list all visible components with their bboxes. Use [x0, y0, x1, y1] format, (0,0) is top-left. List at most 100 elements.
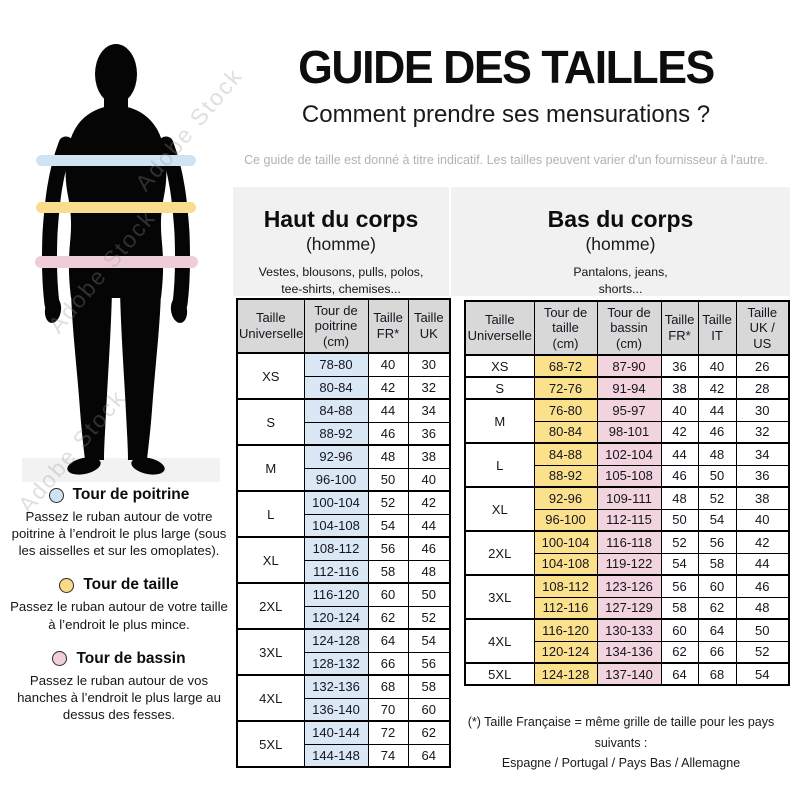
waist-measurement-band — [36, 202, 196, 213]
value-cell: 44 — [735, 552, 790, 576]
value-cell: 74 — [367, 743, 409, 768]
value-cell: 56 — [697, 530, 737, 554]
table-row: S 84-88 44 34 — [236, 398, 451, 446]
size-label: L — [464, 442, 535, 488]
male-silhouette-illustration — [22, 44, 220, 482]
column-header: Taille UK / US — [735, 300, 790, 356]
value-cell: 50 — [367, 467, 409, 492]
value-cell: 34 — [735, 442, 790, 466]
size-label: 5XL — [236, 720, 305, 768]
hip-measurement-band — [35, 256, 198, 268]
value-cell: 34 — [407, 398, 451, 423]
column-header: Taille IT — [697, 300, 737, 356]
legend-description: Passez le ruban autour de votre poitrine… — [11, 509, 227, 559]
table-row: S 72-76 91-94 38 42 28 — [464, 376, 790, 400]
chest-measurement-band — [36, 155, 196, 166]
table-row: XS 78-80 40 30 — [236, 352, 451, 400]
table-row: M 92-96 48 38 — [236, 444, 451, 492]
value-cell: 78-80 — [303, 352, 369, 377]
size-label: 3XL — [464, 574, 535, 620]
value-cell: 56 — [660, 574, 699, 598]
size-label: XL — [236, 536, 305, 584]
value-cell: 40 — [735, 508, 790, 532]
value-cell: 96-100 — [303, 467, 369, 492]
value-cell: 140-144 — [303, 720, 369, 745]
page-subtitle: Comment prendre ses mensurations ? — [301, 101, 711, 128]
value-cell: 112-116 — [303, 559, 369, 584]
page-title: GUIDE DES TAILLES — [298, 41, 715, 93]
hip-color-icon — [52, 651, 68, 667]
table-row: 104-108 119-122 54 58 44 — [465, 552, 790, 576]
size-label: 5XL — [464, 662, 535, 686]
value-cell: 68-72 — [533, 354, 598, 378]
table-row: 3XL 108-112 123-126 56 60 46 — [464, 574, 790, 620]
value-cell: 38 — [407, 444, 451, 469]
value-cell: 46 — [407, 536, 451, 561]
size-label: 4XL — [464, 618, 535, 664]
value-cell: 56 — [367, 536, 409, 561]
value-cell: 54 — [660, 552, 699, 576]
lower-body-size-table: Taille Universelle Tour de taille (cm) Tou… — [464, 300, 790, 686]
value-cell: 119-122 — [596, 552, 662, 576]
size-label: 3XL — [236, 628, 305, 676]
value-cell: 50 — [660, 508, 699, 532]
table-row: 96-100 50 40 — [237, 467, 451, 492]
size-label: 2XL — [236, 582, 305, 630]
value-cell: 91-94 — [596, 376, 662, 400]
value-cell: 46 — [367, 421, 409, 446]
value-cell: 68 — [697, 662, 737, 686]
value-cell: 38 — [660, 376, 699, 400]
size-label: S — [236, 398, 305, 446]
table-row: 112-116 58 48 — [237, 559, 451, 584]
value-cell: 54 — [367, 513, 409, 538]
upper-body-gender: (homme) — [305, 234, 376, 254]
silhouette-body — [41, 44, 191, 475]
value-cell: 70 — [367, 697, 409, 722]
value-cell: 60 — [407, 697, 451, 722]
value-cell: 80-84 — [533, 420, 598, 444]
value-cell: 48 — [407, 559, 451, 584]
table-row: 3XL 124-128 64 54 — [236, 628, 451, 676]
table-row: XS 68-72 87-90 36 40 26 — [464, 354, 790, 378]
table-row: 120-124 62 52 — [237, 605, 451, 630]
value-cell: 88-92 — [533, 464, 598, 488]
value-cell: 124-128 — [303, 628, 369, 653]
value-cell: 72 — [367, 720, 409, 745]
value-cell: 88-92 — [303, 421, 369, 446]
value-cell: 52 — [735, 640, 790, 664]
column-header: Taille Universelle — [464, 300, 535, 356]
value-cell: 42 — [367, 375, 409, 400]
value-cell: 123-126 — [596, 574, 662, 598]
lower-body-title: Bas du corps — [547, 206, 694, 232]
table-row: L 100-104 52 42 — [236, 490, 451, 538]
value-cell: 50 — [407, 582, 451, 607]
value-cell: 42 — [660, 420, 699, 444]
column-header: Taille FR* — [367, 298, 409, 354]
size-label: L — [236, 490, 305, 538]
table-row: 88-92 105-108 46 50 36 — [465, 464, 790, 488]
column-header: Taille FR* — [660, 300, 699, 356]
value-cell: 36 — [660, 354, 699, 378]
value-cell: 52 — [407, 605, 451, 630]
table-row: XL 108-112 56 46 — [236, 536, 451, 584]
value-cell: 56 — [407, 651, 451, 676]
value-cell: 62 — [697, 596, 737, 620]
value-cell: 80-84 — [303, 375, 369, 400]
value-cell: 66 — [367, 651, 409, 676]
value-cell: 105-108 — [596, 464, 662, 488]
value-cell: 66 — [697, 640, 737, 664]
column-header: Tour de poitrine (cm) — [303, 298, 369, 354]
value-cell: 58 — [697, 552, 737, 576]
table-row: M 76-80 95-97 40 44 30 — [464, 398, 790, 444]
value-cell: 76-80 — [533, 398, 598, 422]
size-label: XS — [236, 352, 305, 400]
value-cell: 136-140 — [303, 697, 369, 722]
value-cell: 46 — [697, 420, 737, 444]
legend-title: Tour de poitrine — [72, 486, 190, 503]
value-cell: 58 — [660, 596, 699, 620]
value-cell: 44 — [660, 442, 699, 466]
value-cell: 92-96 — [303, 444, 369, 469]
value-cell: 36 — [407, 421, 451, 446]
value-cell: 84-88 — [303, 398, 369, 423]
table-row: 2XL 116-120 60 50 — [236, 582, 451, 630]
